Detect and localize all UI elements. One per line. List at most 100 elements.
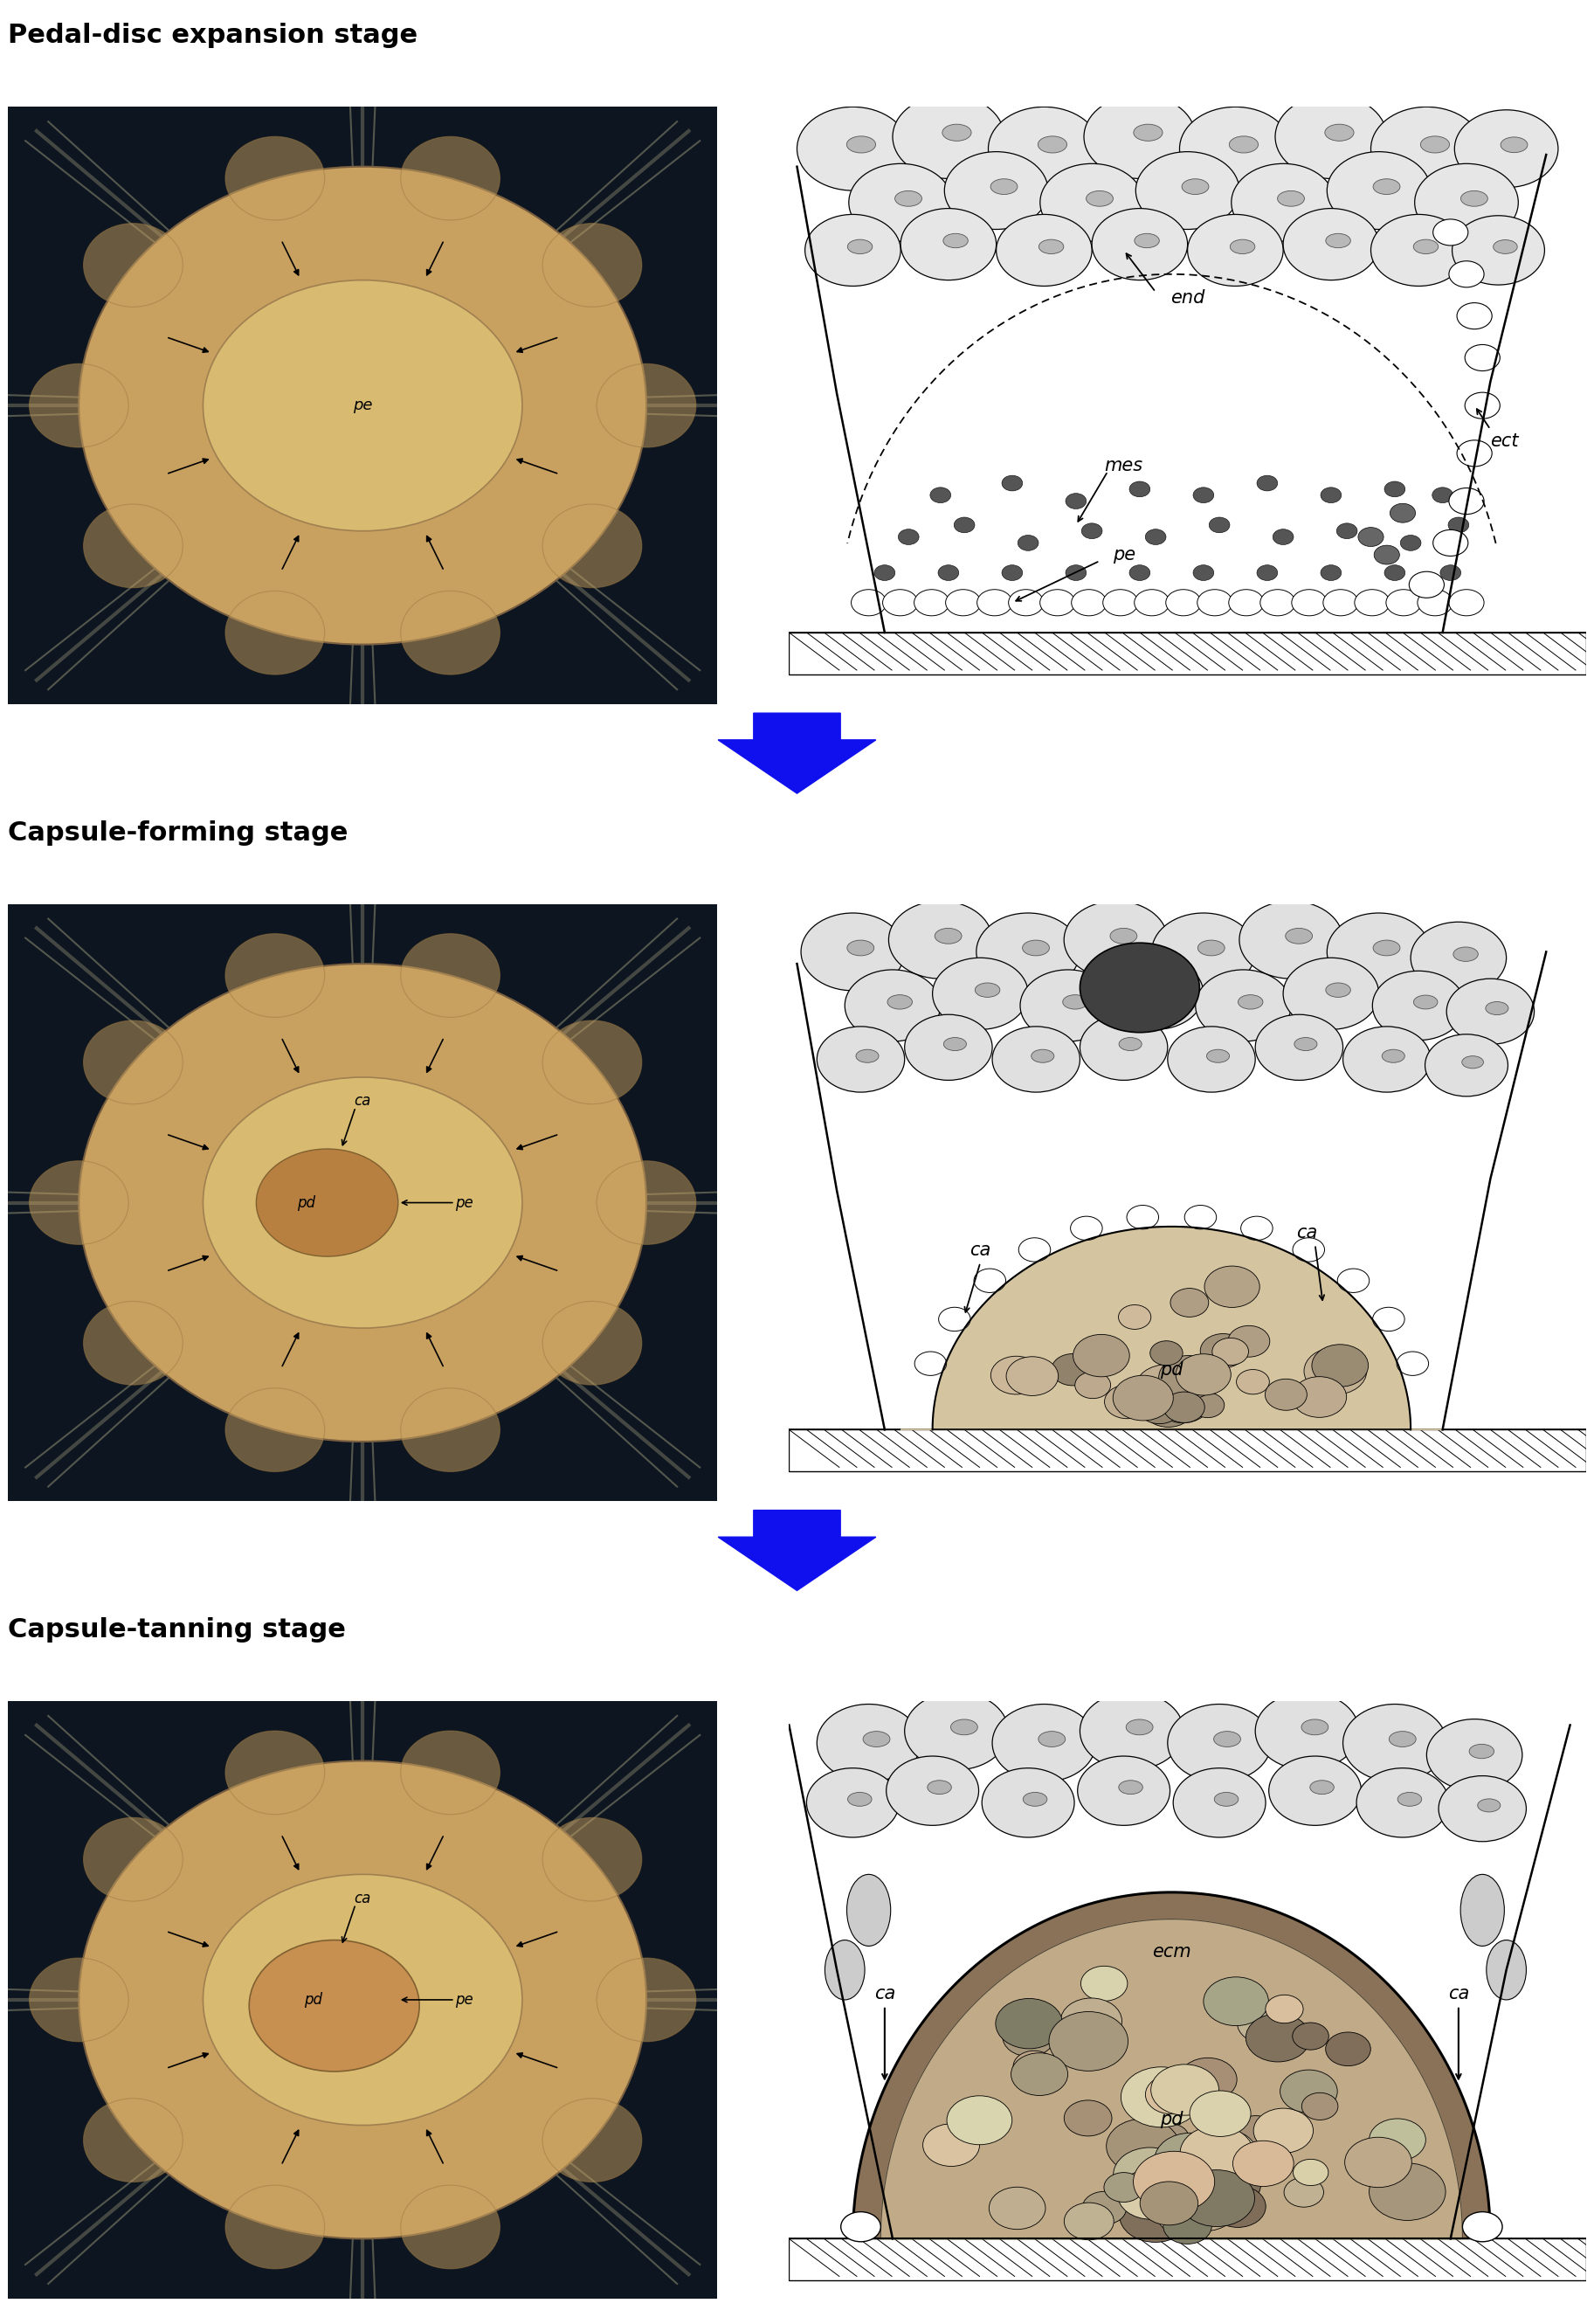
Bar	[789, 2238, 1586, 2280]
Ellipse shape	[1023, 1792, 1047, 1806]
Circle shape	[1208, 518, 1231, 532]
Circle shape	[1452, 216, 1545, 286]
Text: ca: ca	[969, 1241, 991, 1260]
Circle shape	[1266, 1378, 1307, 1411]
Ellipse shape	[202, 1875, 523, 2124]
Circle shape	[1138, 1392, 1181, 1425]
Ellipse shape	[1215, 1792, 1239, 1806]
Ellipse shape	[596, 1162, 697, 1243]
Ellipse shape	[78, 964, 647, 1441]
Circle shape	[1409, 572, 1444, 597]
Circle shape	[1465, 344, 1500, 372]
Ellipse shape	[257, 1148, 398, 1257]
Circle shape	[1127, 1206, 1159, 1229]
Circle shape	[1232, 2140, 1294, 2187]
Circle shape	[1320, 565, 1341, 581]
Ellipse shape	[400, 934, 501, 1018]
Circle shape	[1065, 565, 1087, 581]
Ellipse shape	[542, 2099, 642, 2182]
Ellipse shape	[1325, 123, 1353, 142]
Ellipse shape	[1301, 1720, 1328, 1736]
Circle shape	[1188, 2143, 1248, 2189]
Ellipse shape	[1462, 1055, 1484, 1069]
Ellipse shape	[1414, 239, 1438, 253]
Circle shape	[1433, 218, 1468, 246]
Circle shape	[1119, 1383, 1156, 1411]
Ellipse shape	[400, 1387, 501, 1471]
Ellipse shape	[1460, 191, 1487, 207]
Circle shape	[1074, 1371, 1111, 1399]
Circle shape	[842, 2212, 880, 2243]
Circle shape	[932, 957, 1028, 1030]
Circle shape	[1199, 2182, 1235, 2210]
Circle shape	[1020, 969, 1116, 1041]
Circle shape	[800, 913, 905, 990]
Ellipse shape	[1119, 1037, 1141, 1050]
Circle shape	[1119, 2189, 1191, 2243]
Circle shape	[1384, 565, 1406, 581]
Circle shape	[1173, 1769, 1266, 1838]
Text: pe: pe	[454, 1195, 473, 1211]
Circle shape	[1159, 1355, 1218, 1399]
Ellipse shape	[1326, 983, 1350, 997]
Circle shape	[1285, 2178, 1323, 2208]
Ellipse shape	[1454, 948, 1478, 962]
Circle shape	[1336, 523, 1358, 539]
Ellipse shape	[934, 927, 961, 944]
Circle shape	[913, 590, 948, 616]
Ellipse shape	[1031, 1050, 1054, 1062]
Ellipse shape	[83, 1817, 183, 1901]
Circle shape	[1065, 493, 1087, 509]
Ellipse shape	[249, 1941, 419, 2071]
Circle shape	[1342, 1027, 1431, 1092]
Circle shape	[886, 1757, 979, 1824]
Circle shape	[1133, 2152, 1215, 2212]
Circle shape	[1417, 590, 1452, 616]
Circle shape	[1356, 1769, 1449, 1838]
Circle shape	[1203, 1978, 1269, 2027]
Circle shape	[1291, 590, 1326, 616]
Circle shape	[1438, 1776, 1525, 1841]
Circle shape	[1135, 1364, 1199, 1411]
Ellipse shape	[1470, 1745, 1494, 1759]
Circle shape	[1060, 1999, 1122, 2045]
Text: ect: ect	[1490, 432, 1519, 451]
Circle shape	[1237, 1369, 1269, 1394]
Circle shape	[901, 209, 996, 281]
Circle shape	[1463, 2212, 1502, 2243]
Text: pe: pe	[1113, 546, 1135, 565]
Circle shape	[1293, 2159, 1328, 2185]
Circle shape	[982, 1769, 1074, 1838]
Text: ecm: ecm	[1152, 1943, 1191, 1961]
Circle shape	[1156, 1383, 1210, 1422]
Circle shape	[1170, 1287, 1208, 1318]
Circle shape	[1071, 590, 1106, 616]
Circle shape	[1191, 1392, 1224, 1418]
Circle shape	[1078, 1757, 1170, 1824]
Circle shape	[1108, 957, 1203, 1030]
Circle shape	[883, 590, 918, 616]
Circle shape	[1106, 2119, 1180, 2173]
Circle shape	[1144, 530, 1165, 544]
Circle shape	[944, 151, 1049, 230]
Circle shape	[1189, 2092, 1251, 2136]
Ellipse shape	[1197, 941, 1224, 955]
Circle shape	[1105, 1385, 1149, 1418]
Circle shape	[1358, 2147, 1393, 2173]
Ellipse shape	[1460, 1875, 1505, 1945]
Circle shape	[1143, 1390, 1194, 1427]
Circle shape	[1275, 95, 1387, 179]
Circle shape	[1039, 590, 1074, 616]
Circle shape	[1369, 2119, 1425, 2161]
Circle shape	[1188, 214, 1283, 286]
Circle shape	[953, 518, 974, 532]
Circle shape	[845, 969, 940, 1041]
Circle shape	[1135, 590, 1170, 616]
Ellipse shape	[29, 1162, 129, 1243]
Circle shape	[1151, 913, 1256, 990]
Ellipse shape	[83, 2099, 183, 2182]
Circle shape	[1312, 1343, 1368, 1387]
Circle shape	[1237, 2003, 1290, 2043]
Circle shape	[1129, 481, 1149, 497]
Circle shape	[1320, 488, 1341, 502]
